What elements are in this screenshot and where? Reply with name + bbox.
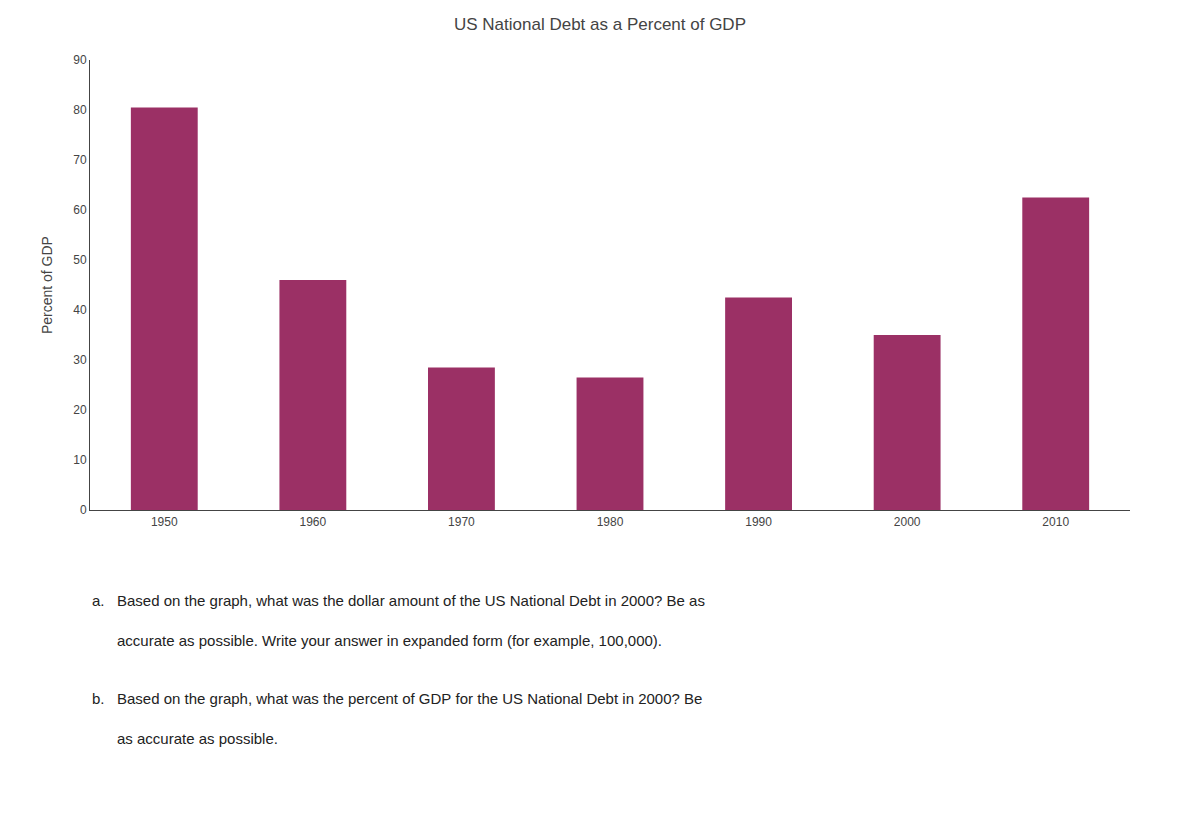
svg-text:0: 0 [80,503,87,517]
svg-text:2010: 2010 [1042,515,1069,529]
svg-text:1980: 1980 [597,515,624,529]
svg-text:1960: 1960 [300,515,327,529]
svg-text:90: 90 [73,53,87,67]
svg-text:1970: 1970 [448,515,475,529]
svg-text:70: 70 [73,153,87,167]
svg-text:40: 40 [73,303,87,317]
svg-text:30: 30 [73,353,87,367]
svg-text:a. Based on the graph, what: a. Based on the graph, what was the doll… [92,592,705,609]
svg-text:US National Debt as a Percent: US National Debt as a Percent of GDP [454,15,746,34]
svg-text:1950: 1950 [151,515,178,529]
svg-text:50: 50 [73,253,87,267]
svg-text:60: 60 [73,203,87,217]
svg-text:10: 10 [73,453,87,467]
svg-text:80: 80 [73,103,87,117]
svg-text:Percent of GDP: Percent of GDP [39,236,55,334]
svg-text:as accurate as possible.: as accurate as possible. [92,730,278,747]
svg-text:b. Based on the graph, what: b. Based on the graph, what was the perc… [92,690,702,707]
svg-text:2000: 2000 [894,515,921,529]
svg-text:20: 20 [73,403,87,417]
svg-text:1990: 1990 [745,515,772,529]
svg-text:accurate as possible. Write yo: accurate as possible. Write your answer … [92,632,662,649]
